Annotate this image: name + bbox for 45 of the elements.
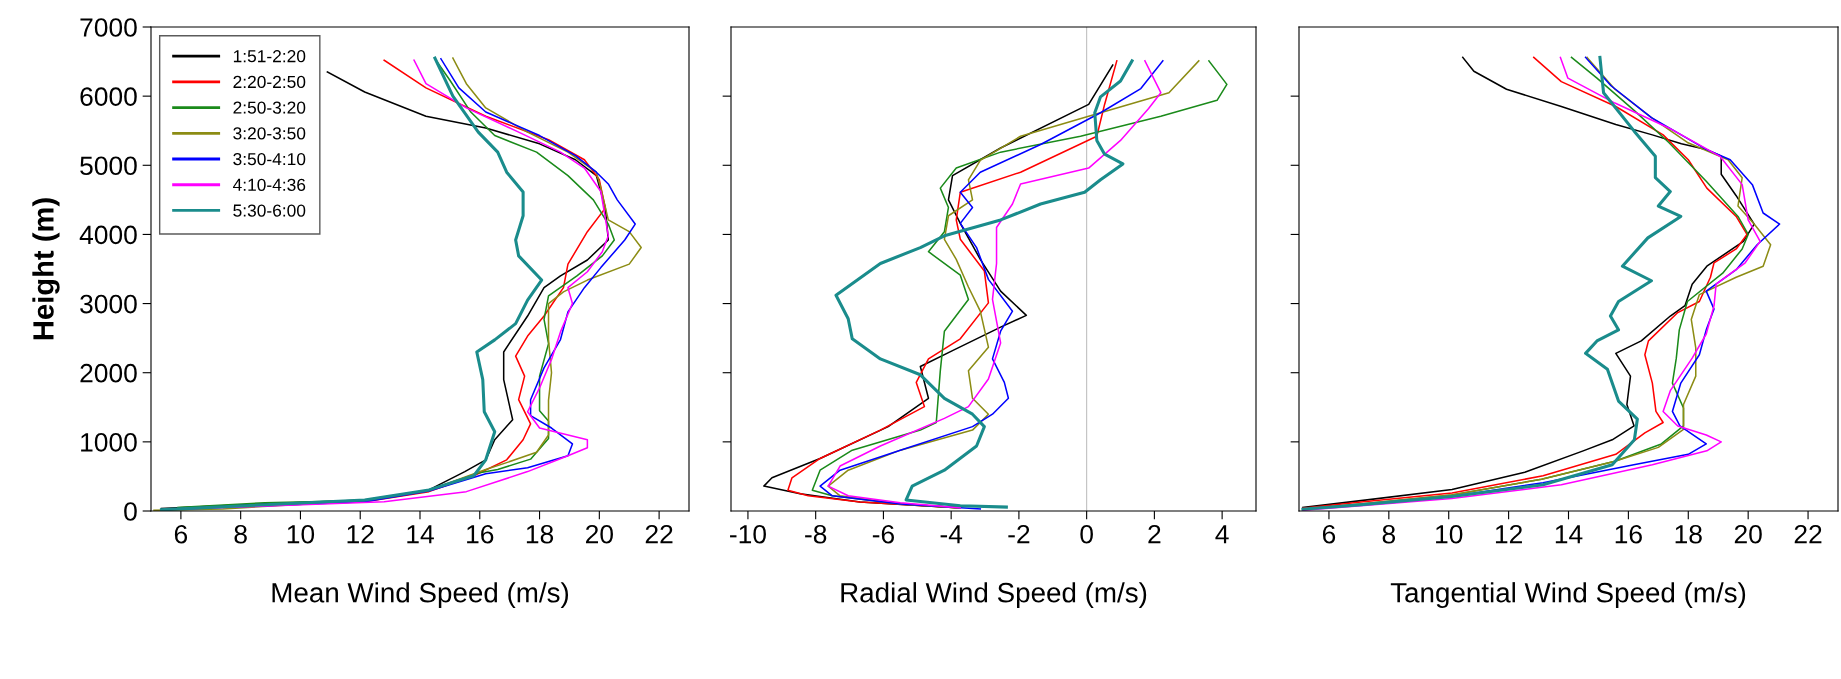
legend-label: 5:30-6:00: [233, 204, 306, 217]
legend-label: 4:10-4:36: [233, 178, 306, 191]
x-tick-label: 22: [1794, 524, 1822, 544]
x-tick-label: 14: [407, 525, 434, 544]
x-axis-title: Tangential Wind Speed (m/s): [1390, 582, 1746, 609]
x-tick-label: 22: [645, 524, 673, 544]
y-tick-label: 4000: [79, 225, 137, 245]
y-tick-label: 5000: [80, 156, 137, 176]
x-tick-label: 0: [1080, 524, 1093, 544]
x-tick-label: 14: [1555, 525, 1583, 544]
x-tick-label: 2: [1148, 524, 1161, 544]
legend-label: 2:20-2:50: [233, 75, 306, 89]
x-tick-label: 16: [467, 524, 494, 544]
x-tick-label: 10: [1436, 524, 1463, 544]
y-axis-title: Height (m): [32, 198, 60, 340]
x-tick-label: 12: [347, 524, 374, 544]
legend-label: 1:51-2:20: [233, 50, 306, 63]
y-tick-label: 0: [124, 502, 137, 521]
x-tick-label: 6: [1322, 524, 1336, 544]
x-tick-label: 20: [1734, 524, 1762, 544]
y-tick-label: 2000: [80, 363, 137, 383]
legend-label: 3:50-4:10: [233, 152, 306, 166]
x-tick-label: -2: [1008, 524, 1030, 544]
legend-label: 2:50-3:20: [233, 101, 306, 114]
x-tick-label: 8: [234, 524, 247, 544]
y-tick-label: 3000: [80, 294, 137, 314]
x-tick-label: 18: [526, 524, 554, 544]
x-tick-label: 8: [1382, 524, 1396, 544]
x-tick-label: -10: [730, 524, 766, 544]
x-tick-label: 20: [585, 524, 613, 544]
x-tick-label: 6: [174, 524, 188, 544]
x-tick-label: 10: [287, 524, 315, 544]
x-tick-label: -4: [940, 525, 963, 544]
x-tick-label: 4: [1215, 525, 1229, 544]
legend-label: 3:20-3:50: [233, 127, 306, 140]
y-tick-label: 7000: [80, 18, 137, 37]
x-tick-label: -6: [872, 524, 894, 544]
x-tick-label: 16: [1615, 524, 1642, 544]
y-tick-label: 1000: [81, 432, 137, 452]
y-tick-label: 6000: [80, 87, 137, 106]
x-axis-title: Radial Wind Speed (m/s): [841, 582, 1147, 609]
x-tick-label: 18: [1675, 524, 1702, 544]
x-axis-title: Mean Wind Speed (m/s): [272, 582, 569, 609]
x-tick-label: -8: [805, 524, 827, 544]
x-tick-label: 12: [1495, 524, 1522, 544]
